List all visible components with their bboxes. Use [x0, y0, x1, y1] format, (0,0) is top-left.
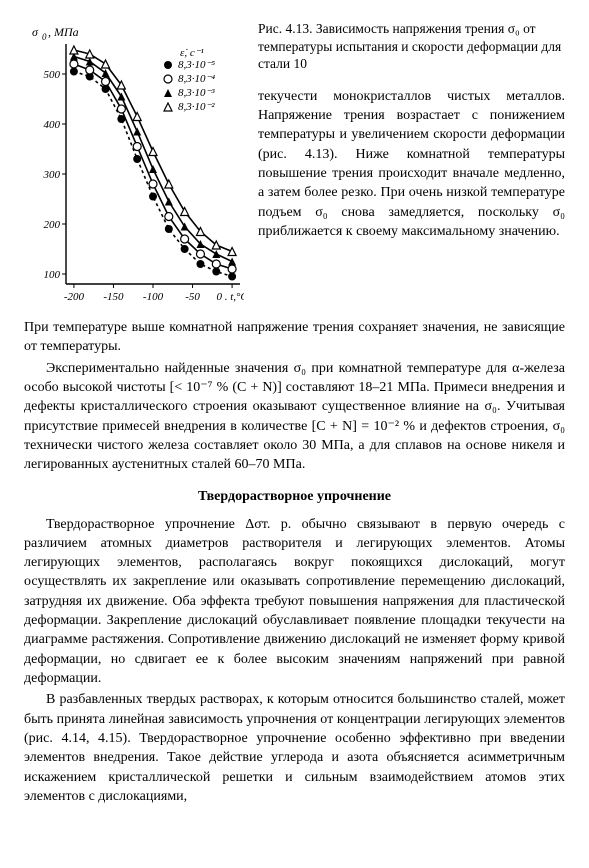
svg-text:-50: -50	[185, 291, 200, 303]
svg-text:8,3·10⁻³: 8,3·10⁻³	[178, 87, 215, 99]
svg-text:0: 0	[42, 32, 47, 42]
svg-text:-150: -150	[103, 291, 124, 303]
svg-text:400: 400	[44, 119, 61, 131]
chart-container: σ0, МПа 100 200 300 400 500 -200 -150 -100 -50 0 .…	[24, 20, 244, 310]
svg-text:8,3·10⁻⁵: 8,3·10⁻⁵	[178, 59, 215, 71]
svg-text:200: 200	[44, 219, 61, 231]
svg-text:ε̇, с⁻¹: ε̇, с⁻¹	[180, 47, 204, 59]
figure-caption: Рис. 4.13. Зависимость напряжения трения…	[258, 20, 565, 73]
svg-text:100: 100	[44, 269, 61, 281]
paragraph-top-right: текучести монокристаллов чистых металлов…	[258, 87, 565, 242]
svg-text:0 . t,°С: 0 . t,°С	[216, 291, 244, 303]
svg-text:-200: -200	[64, 291, 85, 303]
svg-text:500: 500	[44, 69, 61, 81]
svg-text:σ: σ	[32, 25, 39, 39]
paragraph-2: Экспериментально найденные значения σ₀ п…	[24, 359, 565, 475]
svg-text:-100: -100	[143, 291, 164, 303]
paragraph-4: В разбавленных твердых растворах, к кото…	[24, 690, 565, 806]
paragraph-1-continued: При температуре выше комнатной напряжени…	[24, 318, 565, 357]
svg-text:8,3·10⁻²: 8,3·10⁻²	[178, 101, 215, 113]
paragraph-3: Твердорастворное упрочнение Δσт. р. обыч…	[24, 515, 565, 689]
section-heading: Твердорастворное упрочнение	[24, 489, 565, 505]
svg-text:300: 300	[43, 169, 61, 181]
svg-text:8,3·10⁻⁴: 8,3·10⁻⁴	[178, 73, 215, 85]
svg-text:, МПа: , МПа	[48, 25, 79, 39]
stress-temperature-chart: σ0, МПа 100 200 300 400 500 -200 -150 -100 -50 0 .…	[24, 20, 244, 310]
